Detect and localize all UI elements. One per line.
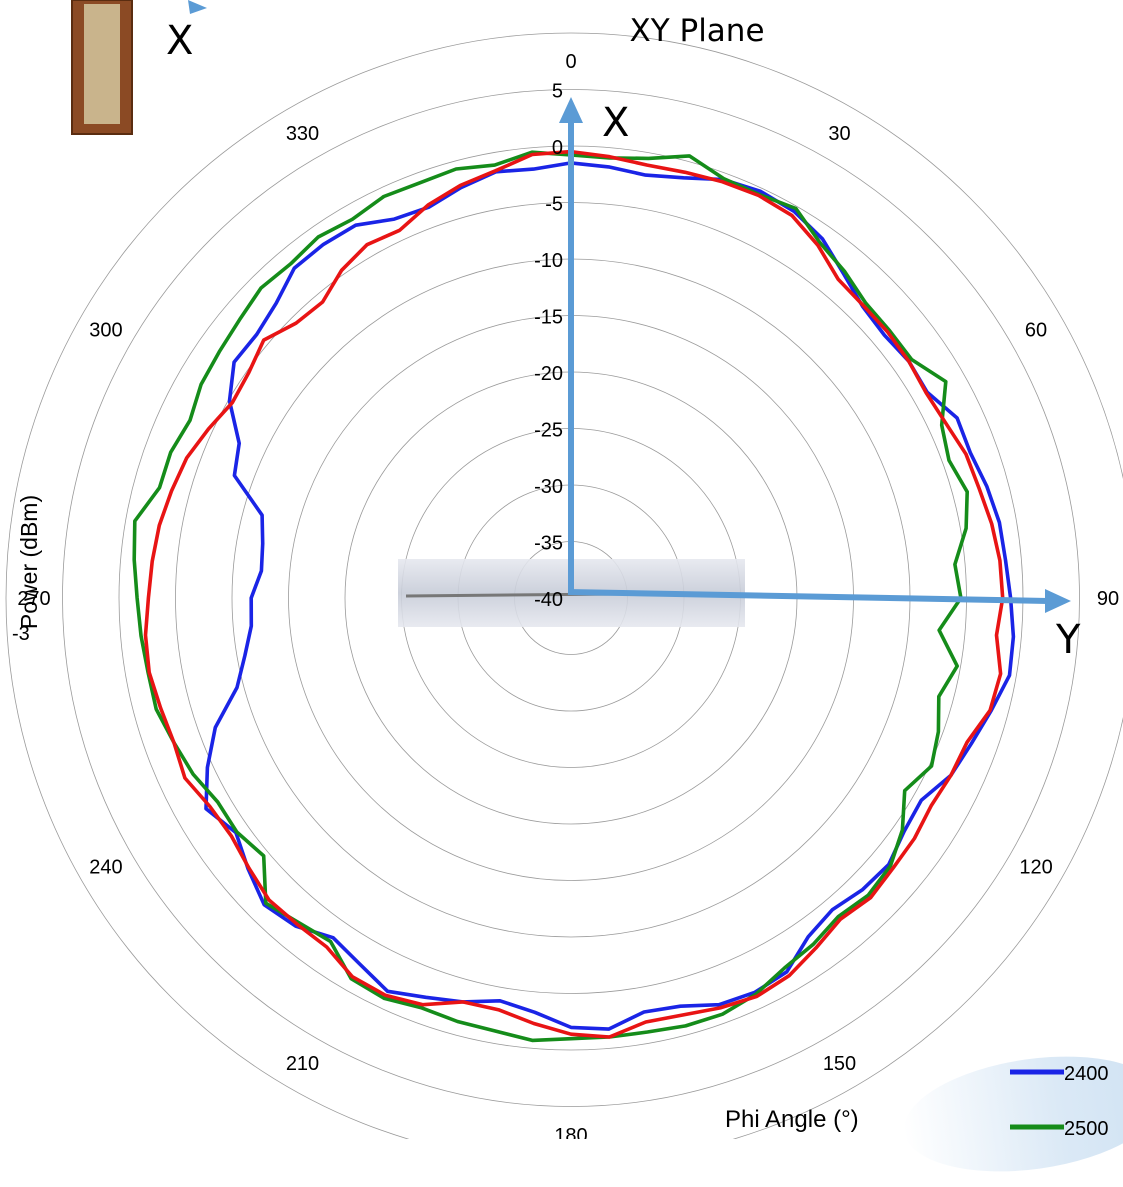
radial-tick-label: 5 xyxy=(552,81,563,103)
radial-tick-label: -10 xyxy=(534,250,563,272)
inset-arrowhead xyxy=(188,0,207,14)
y-axis-arrowhead xyxy=(1045,589,1071,613)
legend-label: 2400 xyxy=(1064,1063,1109,1085)
angle-axis-label: Phi Angle (°) xyxy=(725,1106,859,1133)
angle-tick-label: 30 xyxy=(828,123,850,145)
grid-circle xyxy=(62,89,1080,1107)
legend-label: 2500 xyxy=(1064,1118,1109,1139)
angle-tick-label: 330 xyxy=(286,123,319,145)
antenna-label-plate xyxy=(84,4,120,124)
angle-tick-label: 210 xyxy=(286,1053,319,1075)
series-line-2500 xyxy=(132,150,970,1043)
x-axis-arrowhead xyxy=(559,97,583,123)
angle-tick-label: 90 xyxy=(1097,588,1119,610)
series-group xyxy=(132,149,1016,1043)
radial-tick-label: -30 xyxy=(534,476,563,498)
antenna-inset xyxy=(69,0,745,627)
series-line-unlabeled xyxy=(143,149,1005,1039)
axis-x-label: X xyxy=(602,100,629,146)
xy-axes xyxy=(188,0,1071,613)
radial-tick-label: -5 xyxy=(545,194,563,216)
radial-tick-label: 0 xyxy=(552,137,563,159)
chart-labels: XY Plane X Y X Phi Angle (°) Power (dBm)… xyxy=(12,13,1119,1139)
angle-tick-label: 120 xyxy=(1019,857,1052,879)
legend: 2400 2500 xyxy=(1010,1063,1109,1139)
angle-tick-label: 60 xyxy=(1025,320,1047,342)
angle-tick-label: 240 xyxy=(89,857,122,879)
y-axis-arrow xyxy=(567,589,1049,604)
angle-tick-label: 150 xyxy=(823,1053,856,1075)
radial-tick-label: -20 xyxy=(534,363,563,385)
radial-tick-label: -15 xyxy=(534,307,563,329)
angle-tick-label: 270 xyxy=(17,588,50,610)
chart-title: XY Plane xyxy=(629,13,764,49)
radial-tick-label: -25 xyxy=(534,420,563,442)
angle-tick-label: 0 xyxy=(565,51,576,73)
polar-chart: XY Plane X Y X Phi Angle (°) Power (dBm)… xyxy=(5,0,1123,1139)
radial-axis-label: Power (dBm) xyxy=(16,495,42,629)
radial-tick-overlap: -3 xyxy=(12,623,30,645)
radial-tick-label: -40 xyxy=(534,589,563,611)
angle-tick-label: 300 xyxy=(89,320,122,342)
grid-circle xyxy=(5,32,1123,1139)
angle-tick-label: 180 xyxy=(554,1125,587,1139)
axis-y-label: Y xyxy=(1055,617,1081,663)
inset-x-label: X xyxy=(166,18,193,64)
radial-tick-label: -35 xyxy=(534,533,563,555)
